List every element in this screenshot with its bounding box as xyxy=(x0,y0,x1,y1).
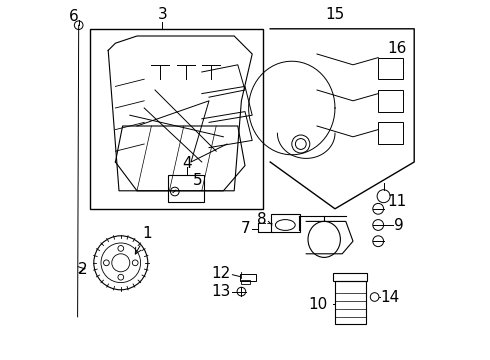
Text: 10: 10 xyxy=(309,297,328,312)
Text: 16: 16 xyxy=(387,41,407,56)
Text: 12: 12 xyxy=(211,266,231,281)
Text: 14: 14 xyxy=(380,289,399,305)
Text: 2: 2 xyxy=(77,262,87,276)
Text: 7: 7 xyxy=(241,221,250,236)
Text: 9: 9 xyxy=(394,217,404,233)
Text: 8: 8 xyxy=(257,212,267,227)
Text: 1: 1 xyxy=(135,226,152,254)
Bar xyxy=(240,274,256,281)
Bar xyxy=(242,280,250,284)
Bar xyxy=(335,281,366,324)
Text: 3: 3 xyxy=(157,7,167,22)
Text: 13: 13 xyxy=(211,284,231,299)
Bar xyxy=(271,214,300,232)
Bar xyxy=(378,122,403,144)
Bar xyxy=(333,273,368,281)
Bar xyxy=(378,58,403,79)
Text: 15: 15 xyxy=(325,7,344,22)
Text: 4: 4 xyxy=(183,156,192,171)
Bar xyxy=(90,29,263,209)
Text: 11: 11 xyxy=(387,194,406,209)
Bar xyxy=(168,175,204,202)
Polygon shape xyxy=(270,29,414,209)
Text: 5: 5 xyxy=(193,172,202,188)
Bar xyxy=(378,90,403,112)
Text: 6: 6 xyxy=(69,9,79,24)
